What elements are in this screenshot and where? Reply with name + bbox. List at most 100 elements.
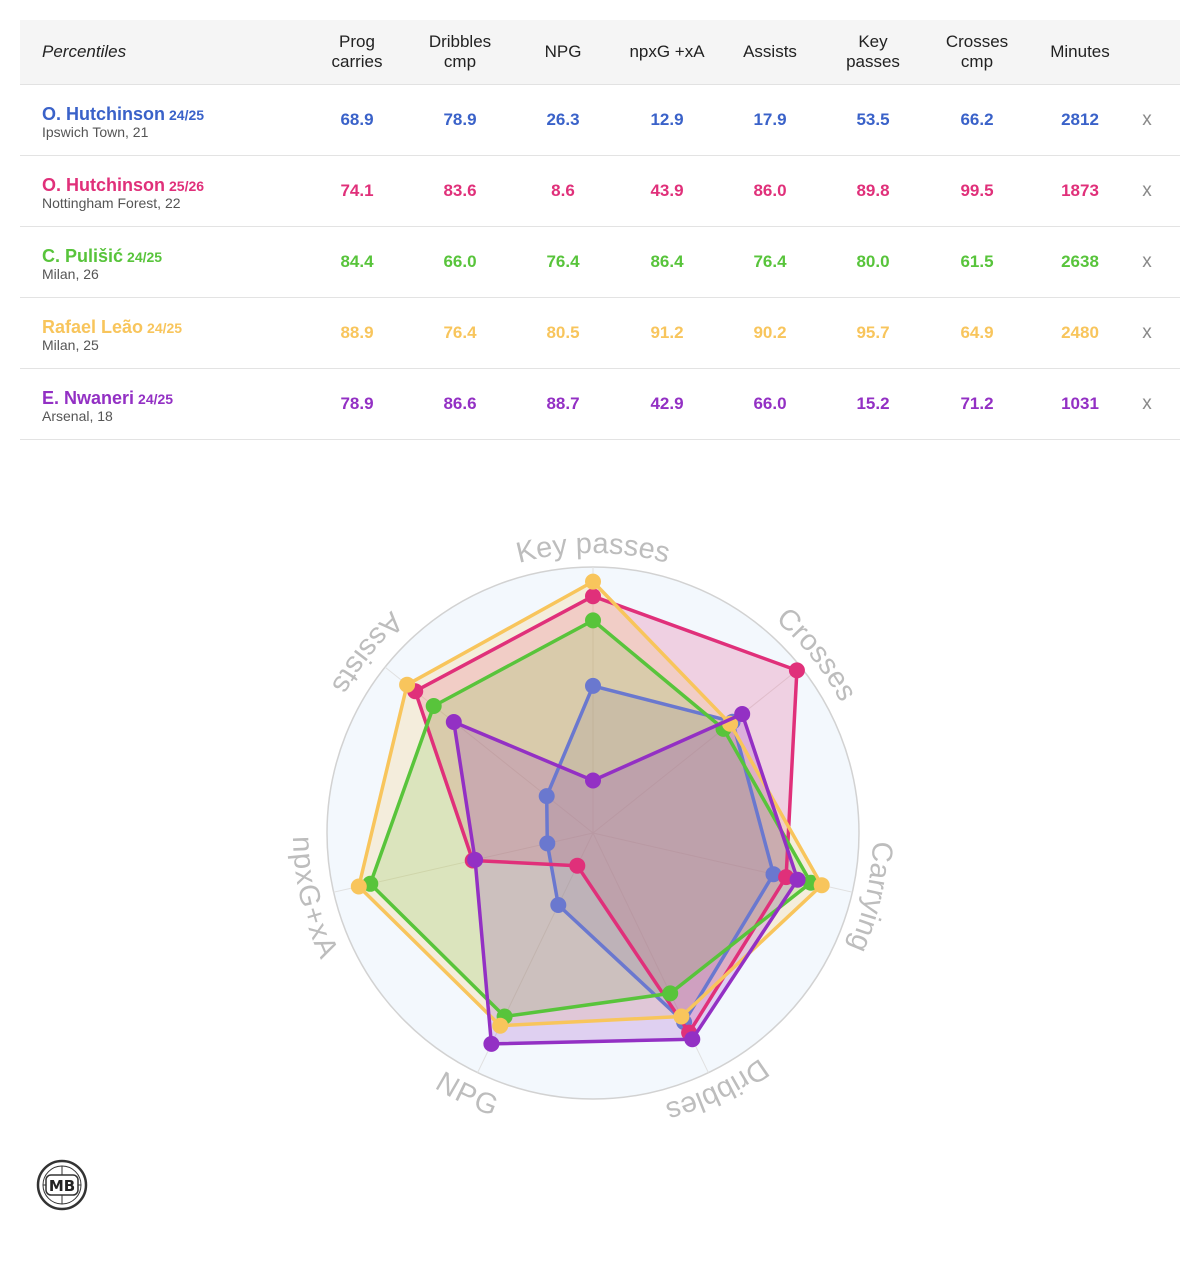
radar-series-fill [415, 596, 797, 1033]
radar-series-line [357, 579, 824, 1028]
stat-value: 78.9 [443, 110, 477, 129]
table-row: Rafael Leão 24/25 Milan, 25 88.9 76.4 80.5 91.… [20, 298, 1180, 369]
table-row: C. Pulišić 24/25 Milan, 26 84.4 66.0 76.4 86.4… [20, 227, 1180, 298]
radar-point [813, 877, 830, 894]
table-row: E. Nwaneri 24/25 Arsenal, 18 78.9 86.6 88.7 42… [20, 369, 1180, 440]
radar-point [483, 1035, 500, 1052]
remove-player-button[interactable]: x [1142, 180, 1152, 201]
stat-value: 12.9 [650, 110, 684, 129]
player-club-age: Ipswich Town, 21 [42, 124, 149, 140]
radar-point [788, 662, 805, 679]
header-crosses-cmp: Crosses cmp [937, 20, 1017, 84]
header-key-passes: Key passes [833, 20, 913, 84]
header-npg: NPG [523, 20, 603, 84]
radar-point [467, 851, 484, 868]
player-name: C. Pulišić 24/25 [42, 246, 162, 267]
player-name-text: Rafael Leão [42, 317, 144, 337]
remove-player-button[interactable]: x [1142, 251, 1152, 272]
stat-value: 2638 [1061, 252, 1099, 271]
header-assists-label: Assists [743, 42, 797, 61]
header-npxg-xa-label: npxG +xA [629, 42, 705, 61]
player-name-text: O. Hutchinson [42, 175, 165, 195]
stat-value: 42.9 [650, 394, 684, 413]
stat-value: 78.9 [340, 394, 374, 413]
header-percentiles: Percentiles [42, 42, 127, 61]
radar-point [492, 1017, 509, 1034]
stat-value: 99.5 [960, 181, 994, 200]
table-row: O. Hutchinson 24/25 Ipswich Town, 21 68.9 78… [20, 85, 1180, 156]
stat-value: 66.2 [960, 110, 994, 129]
player-club-age: Milan, 25 [42, 337, 99, 353]
player-season: 25/26 [169, 178, 205, 194]
stat-value: 76.4 [753, 252, 787, 271]
stat-value: 2812 [1061, 110, 1099, 129]
mb-logo: MB [36, 1159, 88, 1211]
remove-player-button[interactable]: x [1142, 109, 1152, 130]
header-minutes: Minutes [1040, 20, 1120, 84]
radar-series-fill [358, 581, 822, 1026]
header-prog-carries: Prog carries [317, 20, 397, 84]
stat-value: 84.4 [340, 252, 374, 271]
radar-series-line [413, 594, 799, 1035]
stat-value: 76.4 [546, 252, 580, 271]
player-season: 24/25 [138, 391, 174, 407]
remove-player-button[interactable]: x [1142, 322, 1152, 343]
radar-point [585, 588, 601, 605]
radar-series-line [452, 712, 800, 1046]
radar-point [350, 878, 367, 895]
stat-value: 17.9 [753, 110, 787, 129]
remove-player-button[interactable]: x [1142, 393, 1152, 414]
radar-point [538, 788, 555, 805]
stat-value: 61.5 [960, 252, 994, 271]
radar-point [550, 897, 567, 913]
stat-value: 8.6 [551, 181, 575, 200]
stat-value: 88.7 [546, 394, 580, 413]
stat-value: 76.4 [443, 323, 477, 342]
player-season: 24/25 [169, 107, 205, 123]
stat-value: 1031 [1061, 394, 1099, 413]
radar-series-line [368, 618, 813, 1019]
radar-point [539, 835, 556, 852]
radar-point [789, 871, 806, 888]
radar-point [425, 698, 442, 714]
header-dribbles-cmp: Dribbles cmp [420, 20, 500, 84]
radar-point [445, 714, 462, 730]
header-npg-label: NPG [544, 42, 582, 61]
stat-value: 86.6 [443, 394, 477, 413]
table-row: O. Hutchinson 25/26 Nottingham Forest, 22 7… [20, 156, 1180, 227]
stat-value: 86.4 [650, 252, 684, 271]
table-header: Percentiles Prog carries Dribbles cmp NP… [20, 20, 1180, 85]
stat-value: 66.0 [443, 252, 477, 271]
stat-value: 74.1 [340, 181, 374, 200]
radar-point [399, 676, 416, 693]
stat-value: 80.5 [546, 323, 580, 342]
axis-label: Key passes [513, 528, 673, 570]
header-npxg-xa: npxG +xA [617, 20, 717, 84]
stat-value: 89.8 [856, 181, 890, 200]
radar-point [585, 772, 601, 789]
stat-value: 26.3 [546, 110, 580, 129]
player-club-age: Nottingham Forest, 22 [42, 195, 181, 211]
player-season: 24/25 [147, 320, 183, 336]
stat-value: 71.2 [960, 394, 994, 413]
radar-point [569, 857, 586, 874]
player-name: O. Hutchinson 24/25 [42, 104, 204, 125]
player-name-text: O. Hutchinson [42, 104, 165, 124]
stat-value: 66.0 [753, 394, 787, 413]
header-key-passes-label: Key passes [846, 32, 900, 71]
header-minutes-label: Minutes [1050, 42, 1110, 61]
header-crosses-cmp-label: Crosses cmp [945, 32, 1009, 71]
radar-point [734, 706, 751, 722]
radar-point [673, 1008, 690, 1025]
radar-spoke [592, 666, 802, 834]
percentiles-table: Percentiles Prog carries Dribbles cmp NP… [20, 20, 1180, 440]
stat-value: 91.2 [650, 323, 684, 342]
player-club-age: Milan, 26 [42, 266, 99, 282]
stat-value: 64.9 [960, 323, 994, 342]
player-club-age: Arsenal, 18 [42, 408, 113, 424]
stat-value: 90.2 [753, 323, 787, 342]
player-name-text: E. Nwaneri [42, 388, 135, 408]
stat-value: 68.9 [340, 110, 374, 129]
radar-point [585, 677, 601, 694]
radar-point [765, 866, 782, 883]
